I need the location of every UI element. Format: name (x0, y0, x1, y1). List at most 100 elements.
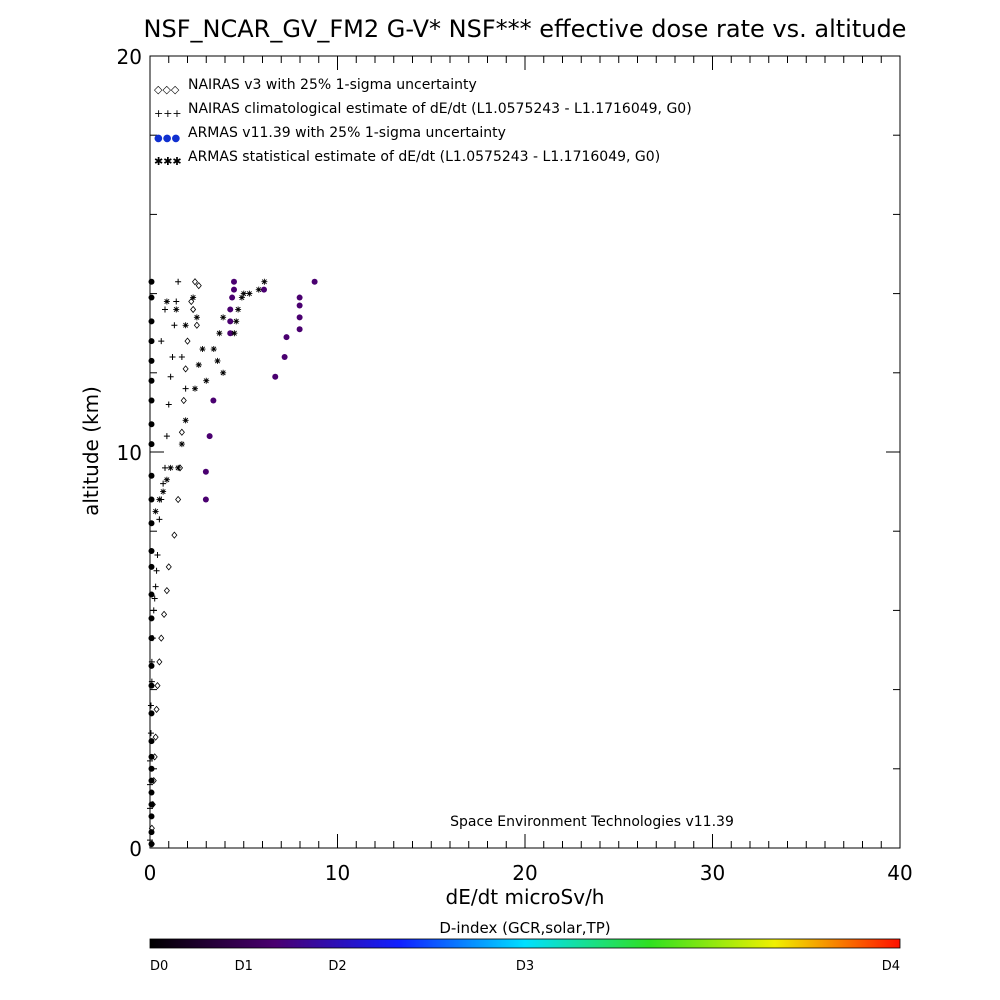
nairas-climatological-point (160, 480, 167, 487)
nairas-climatological-point (165, 401, 172, 408)
nairas-climatological-point (162, 306, 168, 313)
armas-point (148, 789, 155, 796)
armas-statistical-point (261, 278, 268, 285)
legend-symbol: +++ (154, 107, 182, 120)
armas-point (202, 496, 209, 503)
nairas-v3-point (195, 282, 202, 290)
nairas-v3-point (178, 428, 185, 436)
nairas-v3-point (163, 586, 170, 595)
nairas-v3-point (153, 705, 160, 714)
armas-statistical-point (163, 476, 170, 483)
armas-point (148, 472, 155, 479)
nairas-climatological-point (173, 298, 180, 305)
armas-statistical-point (152, 508, 159, 515)
colorbar-label: D4 (882, 959, 900, 974)
armas-point (148, 635, 155, 642)
armas-statistical-point (246, 290, 253, 297)
armas-point (281, 353, 288, 360)
armas-statistical-point (216, 330, 223, 337)
armas-point (148, 710, 155, 717)
nairas-climatological-point (169, 353, 176, 360)
nairas-climatological-point (171, 322, 178, 329)
armas-statistical-point (173, 306, 180, 313)
legend-label: ARMAS v11.39 with 25% 1-sigma uncertaint… (188, 125, 506, 141)
armas-point (148, 801, 155, 808)
armas-statistical-point (199, 346, 206, 353)
armas-statistical-point (210, 346, 217, 353)
x-tick-label: 20 (512, 861, 537, 885)
armas-point (296, 302, 303, 309)
armas-point (148, 441, 155, 448)
armas-statistical-point (240, 290, 247, 297)
armas-point (148, 591, 155, 598)
armas-point (148, 563, 155, 570)
nairas-climatological-point (175, 278, 182, 285)
armas-statistical-point (220, 369, 227, 376)
armas-statistical-point (214, 357, 221, 364)
armas-point (148, 813, 155, 820)
armas-statistical-point (175, 464, 182, 471)
nairas-climatological-point (182, 385, 189, 392)
colorbar (149, 938, 901, 949)
armas-point (272, 373, 279, 380)
armas-point (227, 330, 234, 337)
nairas-v3-point (154, 682, 161, 690)
armas-point (148, 278, 155, 285)
nairas-climatological-point (151, 595, 158, 602)
y-tick-label: 0 (129, 837, 142, 861)
armas-point (148, 662, 155, 669)
armas-point (148, 357, 155, 364)
armas-point (148, 777, 155, 784)
armas-statistical-point (203, 377, 210, 384)
y-axis: 0 10 20 (117, 45, 900, 861)
y-tick-label: 20 (117, 45, 142, 69)
colorbar-label: D3 (516, 959, 534, 974)
armas-statistical-point (238, 294, 245, 301)
armas-statistical-point (231, 330, 238, 337)
armas-point (202, 468, 209, 475)
armas-point (231, 278, 237, 285)
nairas-v3-point (171, 531, 178, 539)
armas-point (148, 829, 155, 836)
legend-symbol: ●●● (154, 133, 180, 144)
x-tick-label: 30 (700, 861, 725, 885)
armas-point (148, 318, 155, 325)
nairas-v3-point (175, 495, 182, 504)
nairas-v3-point (184, 337, 191, 345)
colorbar-title: D-index (GCR,solar,TP) (439, 919, 610, 937)
armas-point (148, 397, 155, 404)
x-tick-label: 0 (144, 861, 157, 885)
nairas-climatological-point (153, 567, 160, 574)
armas-point (148, 765, 155, 772)
nairas-v3-point (180, 396, 187, 405)
nairas-climatological-point (147, 702, 154, 709)
armas-point (296, 314, 303, 321)
armas-statistical-point (167, 464, 174, 471)
armas-point (206, 433, 213, 440)
x-axis: 0 10 20 30 40 (144, 56, 913, 885)
credit-text: Space Environment Technologies v11.39 (450, 814, 734, 830)
legend-symbol: ◇◇◇ (154, 83, 180, 96)
armas-point (148, 421, 155, 428)
nairas-v3-point (152, 733, 159, 741)
nairas-climatological-point (154, 551, 161, 558)
armas-point (227, 318, 234, 325)
armas-statistical-point (156, 496, 163, 503)
armas-point (296, 294, 303, 301)
colorbar-label: D0 (150, 959, 168, 974)
colorbar-labels: D0 D1 D2 D3 D4 (150, 959, 900, 974)
nairas-v3-point (158, 634, 165, 642)
colorbar-label: D2 (328, 959, 346, 974)
armas-point (148, 520, 155, 527)
x-axis-label: dE/dt microSv/h (446, 885, 605, 909)
armas-point (296, 326, 303, 333)
chart-title: NSF_NCAR_GV_FM2 G-V* NSF*** effective do… (144, 15, 907, 43)
nairas-v3-point (156, 658, 163, 666)
armas-statistical-point (182, 322, 189, 329)
armas-point (148, 682, 155, 689)
armas-point (261, 286, 267, 293)
armas-statistical-point (233, 318, 240, 325)
nairas-v3-point (191, 278, 199, 286)
legend-label: NAIRAS v3 with 25% 1-sigma uncertainty (188, 77, 477, 93)
x-tick-label: 40 (887, 861, 912, 885)
